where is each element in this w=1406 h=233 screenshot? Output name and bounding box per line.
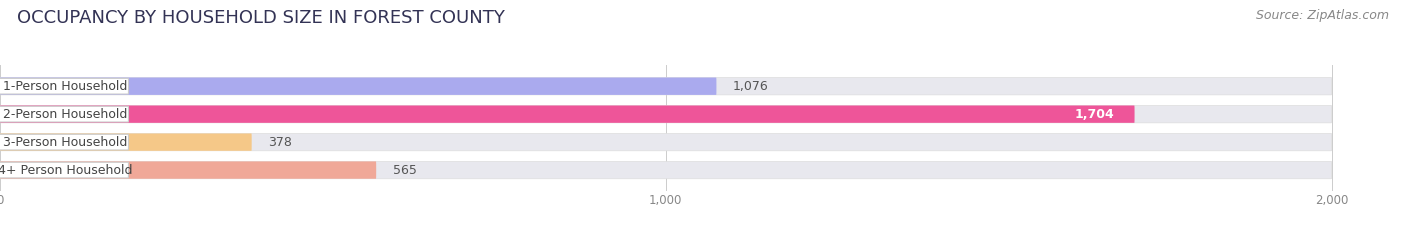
Text: 1,704: 1,704 — [1074, 108, 1115, 121]
Text: 565: 565 — [392, 164, 416, 177]
Text: 4+ Person Household: 4+ Person Household — [0, 164, 132, 177]
Text: OCCUPANCY BY HOUSEHOLD SIZE IN FOREST COUNTY: OCCUPANCY BY HOUSEHOLD SIZE IN FOREST CO… — [17, 9, 505, 27]
Text: 1,076: 1,076 — [733, 80, 769, 93]
FancyBboxPatch shape — [0, 162, 128, 178]
Text: 1-Person Household: 1-Person Household — [3, 80, 127, 93]
FancyBboxPatch shape — [0, 161, 1331, 179]
FancyBboxPatch shape — [0, 106, 1135, 123]
FancyBboxPatch shape — [0, 106, 128, 122]
Text: 2-Person Household: 2-Person Household — [3, 108, 127, 121]
FancyBboxPatch shape — [0, 134, 1331, 151]
FancyBboxPatch shape — [0, 106, 1331, 123]
FancyBboxPatch shape — [0, 78, 1331, 95]
FancyBboxPatch shape — [0, 161, 377, 179]
FancyBboxPatch shape — [0, 78, 717, 95]
FancyBboxPatch shape — [0, 78, 128, 94]
FancyBboxPatch shape — [0, 134, 252, 151]
FancyBboxPatch shape — [0, 134, 128, 150]
Text: 378: 378 — [269, 136, 292, 149]
Text: Source: ZipAtlas.com: Source: ZipAtlas.com — [1256, 9, 1389, 22]
Text: 3-Person Household: 3-Person Household — [3, 136, 127, 149]
